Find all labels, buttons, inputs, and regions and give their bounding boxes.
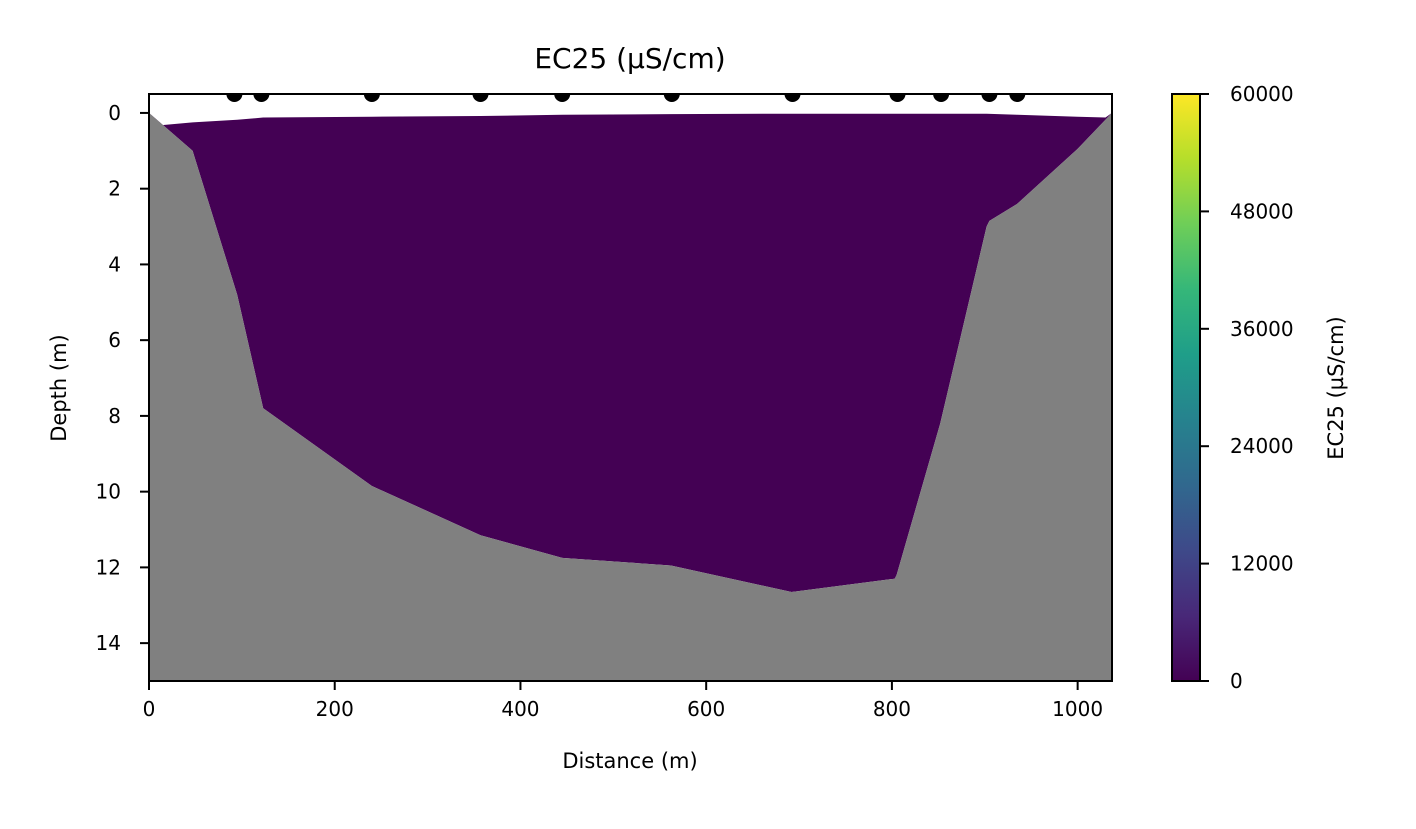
station-markers	[226, 94, 1026, 102]
station-marker	[1009, 94, 1026, 102]
colorbar-tick-label: 48000	[1230, 199, 1294, 223]
colorbar-label: EC25 (µS/cm)	[1324, 316, 1348, 459]
station-marker	[472, 94, 489, 102]
y-tick-label: 4	[108, 252, 121, 276]
x-tick-label: 600	[687, 697, 725, 721]
x-axis: 0 200 400 600 800 1000	[143, 681, 1103, 721]
colorbar-tick-label: 24000	[1230, 434, 1294, 458]
station-marker	[253, 94, 270, 102]
station-marker	[226, 94, 243, 102]
x-tick-label: 0	[143, 697, 156, 721]
chart-title: EC25 (µS/cm)	[534, 42, 725, 75]
x-tick-label: 200	[316, 697, 354, 721]
water-area	[149, 112, 1112, 593]
y-tick-label: 8	[108, 404, 121, 428]
x-tick-label: 400	[501, 697, 539, 721]
colorbar-frame	[1171, 93, 1201, 682]
y-axis: 0 2 4 6 8 10 12 14	[96, 101, 149, 655]
y-tick-label: 0	[108, 101, 121, 125]
y-tick-label: 12	[96, 555, 121, 579]
riverbed-area	[149, 112, 1112, 681]
station-marker	[981, 94, 998, 102]
colorbar-tick-label: 36000	[1230, 317, 1294, 341]
x-axis-label: Distance (m)	[562, 749, 697, 773]
station-marker	[784, 94, 801, 102]
y-axis-label: Depth (m)	[47, 334, 71, 441]
y-tick-label: 10	[96, 480, 121, 504]
y-tick-label: 6	[108, 328, 121, 352]
colorbar-tick-label: 0	[1230, 669, 1243, 693]
colorbar-gradient	[1172, 94, 1200, 681]
colorbar: 0 12000 24000 36000 48000 60000 EC25 (µS/cm)	[1171, 82, 1348, 693]
plot-area	[148, 93, 1113, 682]
station-marker	[933, 94, 950, 102]
station-marker	[363, 94, 380, 102]
plot-frame	[148, 93, 1113, 682]
station-marker	[663, 94, 680, 102]
colorbar-tick-label: 12000	[1230, 552, 1294, 576]
x-tick-label: 1000	[1052, 697, 1103, 721]
station-marker	[889, 94, 906, 102]
colorbar-ticks: 0 12000 24000 36000 48000 60000	[1200, 82, 1294, 693]
x-tick-label: 800	[873, 697, 911, 721]
y-tick-label: 2	[108, 177, 121, 201]
y-tick-label: 14	[96, 631, 121, 655]
station-marker	[554, 94, 571, 102]
colorbar-tick-label: 60000	[1230, 82, 1294, 106]
